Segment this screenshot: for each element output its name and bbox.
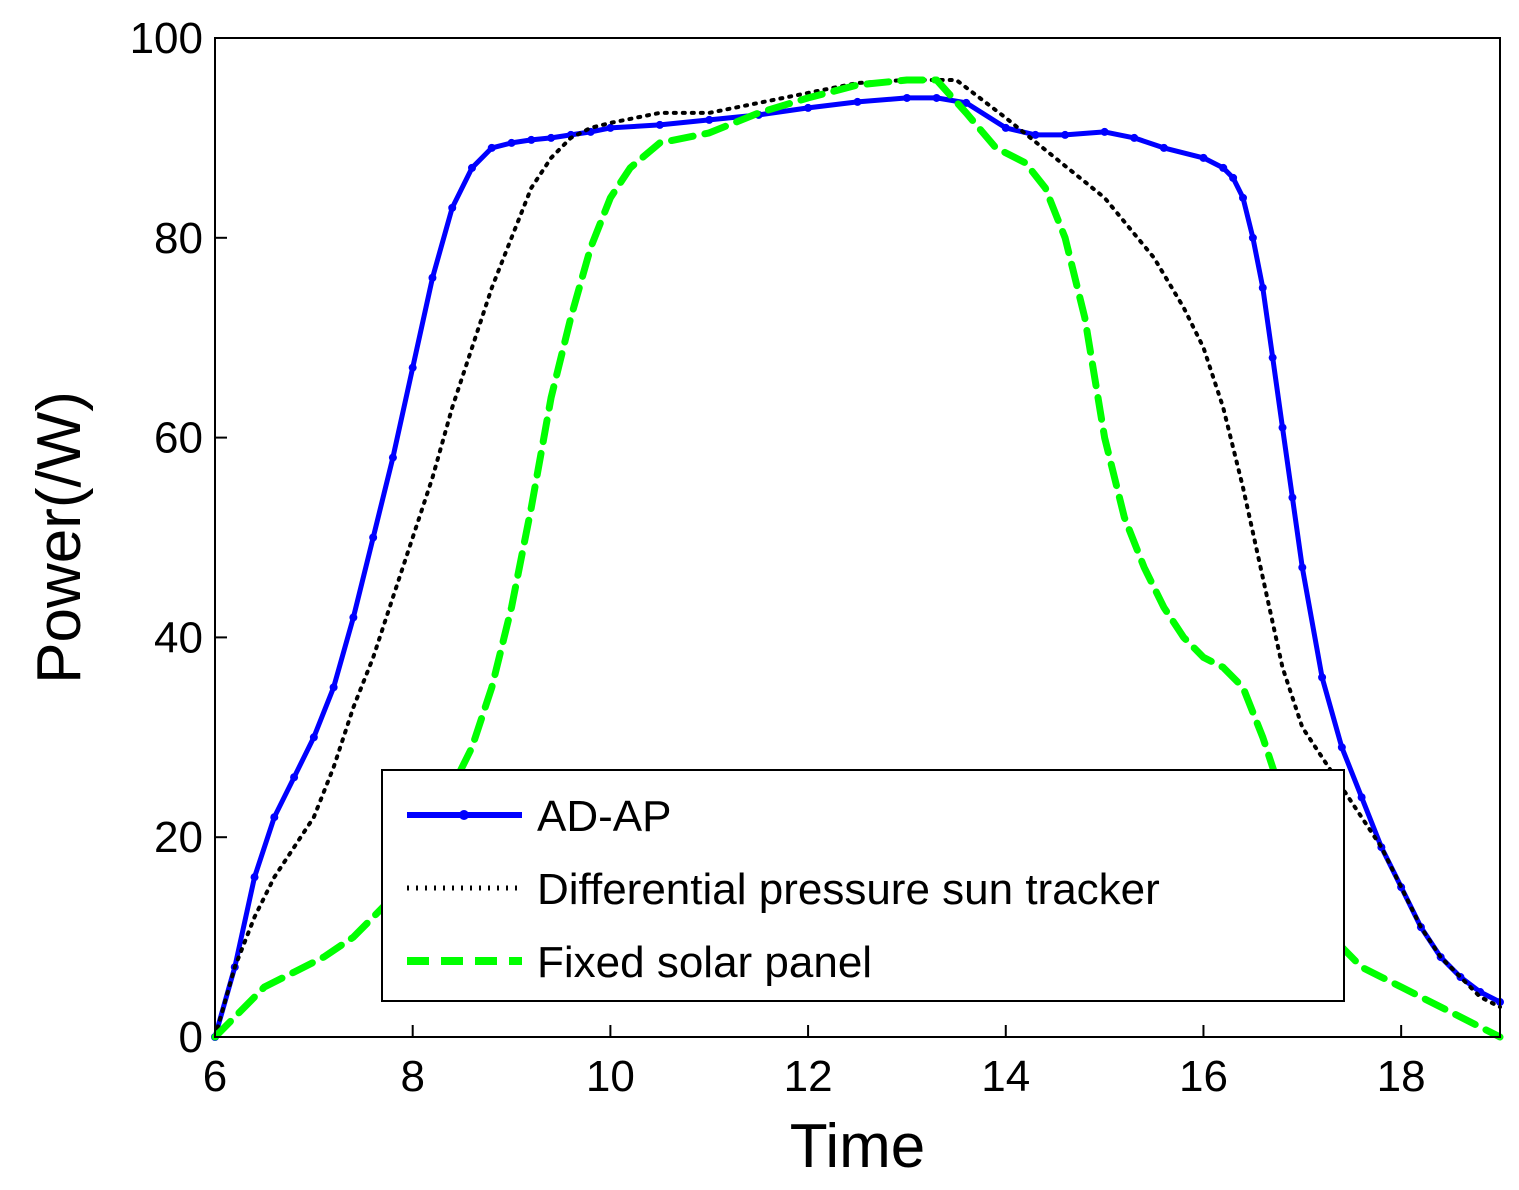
series-point: [1268, 353, 1277, 362]
series-point: [804, 103, 813, 112]
legend-label-2: Fixed solar panel: [537, 938, 872, 987]
series-point: [655, 120, 664, 129]
series-point: [932, 93, 941, 102]
legend: AD-AP Differential pressure sun tracker Fi…: [381, 769, 1345, 1002]
series-point: [1061, 130, 1070, 139]
series-point: [487, 143, 496, 152]
series-point: [1001, 123, 1010, 132]
y-tick-label: 80: [154, 214, 203, 263]
series-point: [1229, 173, 1238, 182]
x-tick-label: 8: [400, 1052, 424, 1101]
series-point: [1278, 423, 1287, 432]
y-tick-label: 100: [130, 14, 203, 63]
series-point: [507, 138, 516, 147]
series-point: [962, 98, 971, 107]
series-point: [853, 97, 862, 106]
series-point: [329, 683, 338, 692]
x-tick-label: 12: [784, 1052, 833, 1101]
plot-area-frame: [214, 37, 1501, 1038]
legend-items: AD-AP Differential pressure sun tracker Fi…: [407, 792, 1160, 987]
series-point: [349, 613, 358, 622]
series-point: [1130, 133, 1139, 142]
y-tick-label: 20: [154, 813, 203, 862]
series-point: [547, 133, 556, 142]
series-point: [1298, 563, 1307, 572]
legend-label-1: Differential pressure sun tracker: [537, 865, 1160, 914]
x-tick-label: 6: [203, 1052, 227, 1101]
series-point: [428, 273, 437, 282]
axes-layer: 6 8 10 12 14 16 18 0 20 40 60 80 100: [130, 14, 1426, 1101]
x-tick-label: 10: [586, 1052, 635, 1101]
y-axis-title: Power(/W): [25, 391, 94, 684]
series-point: [408, 363, 417, 372]
legend-marker: [459, 810, 469, 820]
series-point: [309, 733, 318, 742]
x-tick-label: 18: [1377, 1052, 1426, 1101]
series-point: [902, 93, 911, 102]
series-point: [1239, 193, 1247, 202]
series-point: [705, 115, 714, 124]
x-tick-label: 14: [981, 1052, 1030, 1101]
series-point: [369, 533, 378, 542]
legend-label-0: AD-AP: [537, 792, 671, 841]
series-point: [1318, 673, 1327, 682]
series-point: [1219, 163, 1228, 172]
series-point: [1199, 153, 1208, 162]
x-axis-title: Time: [790, 1112, 925, 1181]
series-point: [270, 813, 279, 822]
series-point: [1031, 130, 1040, 139]
y-tick-label: 40: [154, 613, 203, 662]
y-tick-label: 0: [179, 1013, 203, 1062]
series-point: [1288, 493, 1297, 502]
series-point: [1337, 743, 1346, 752]
series-point: [1100, 127, 1109, 136]
legend-box: [381, 769, 1345, 1002]
y-tick-label: 60: [154, 414, 203, 463]
series-point: [1357, 793, 1366, 802]
series-point: [388, 453, 397, 462]
series-point: [1159, 143, 1168, 152]
series-point: [250, 873, 259, 882]
series-point: [606, 123, 615, 132]
series-point: [448, 203, 457, 212]
series-point: [1248, 233, 1257, 242]
series-point: [1258, 283, 1267, 292]
series-point: [527, 135, 536, 144]
series-point: [290, 773, 299, 782]
x-tick-label: 16: [1179, 1052, 1228, 1101]
series-point: [468, 163, 476, 172]
